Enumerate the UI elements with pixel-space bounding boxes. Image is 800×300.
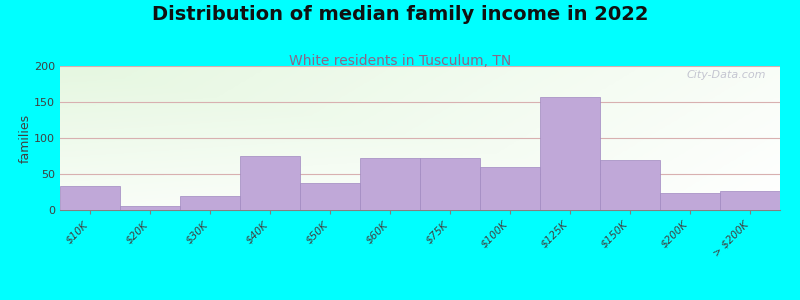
Text: White residents in Tusculum, TN: White residents in Tusculum, TN [289, 54, 511, 68]
Y-axis label: families: families [18, 113, 31, 163]
Bar [120, 206, 180, 210]
Text: City-Data.com: City-Data.com [686, 70, 766, 80]
Bar [60, 186, 120, 210]
Bar [480, 167, 540, 210]
Bar [240, 156, 300, 210]
Bar [180, 196, 240, 210]
Bar [360, 158, 420, 210]
Bar [420, 158, 480, 210]
Bar [600, 160, 660, 210]
Text: Distribution of median family income in 2022: Distribution of median family income in … [152, 4, 648, 23]
Bar [540, 97, 600, 210]
Bar [660, 194, 720, 210]
Bar [300, 183, 360, 210]
Bar [720, 190, 780, 210]
